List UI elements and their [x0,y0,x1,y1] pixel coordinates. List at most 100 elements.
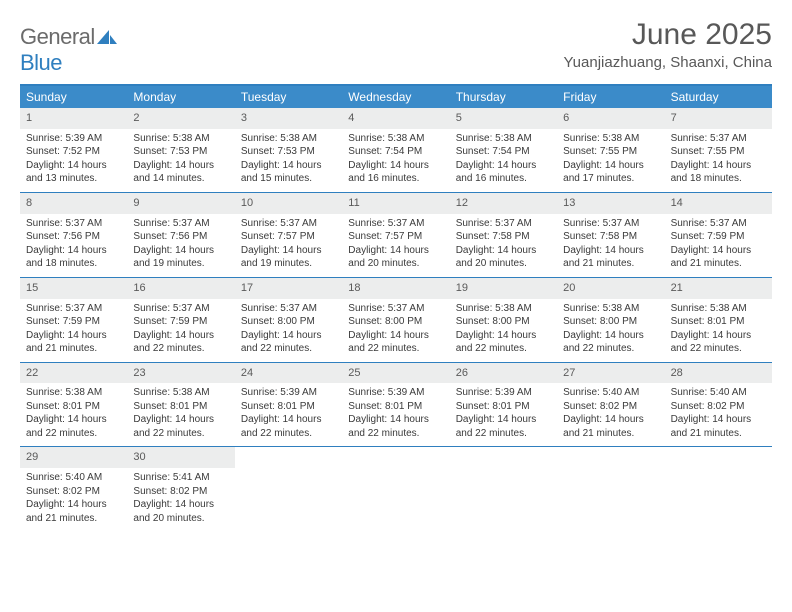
sunrise-text: Sunrise: 5:37 AM [241,217,336,231]
calendar-week-row: 15Sunrise: 5:37 AMSunset: 7:59 PMDayligh… [20,278,772,363]
daylight-text: Daylight: 14 hours and 22 minutes. [133,329,228,356]
day-number: 14 [665,193,772,214]
sunset-text: Sunset: 8:01 PM [241,400,336,414]
sunset-text: Sunset: 8:00 PM [348,315,443,329]
sunset-text: Sunset: 8:02 PM [26,485,121,499]
weekday-heading: Tuesday [235,86,342,108]
sunset-text: Sunset: 8:01 PM [133,400,228,414]
calendar-day-cell [235,447,342,531]
sunset-text: Sunset: 8:00 PM [456,315,551,329]
weekday-heading: Sunday [20,86,127,108]
calendar-day-cell: 16Sunrise: 5:37 AMSunset: 7:59 PMDayligh… [127,278,234,362]
calendar-day-cell: 2Sunrise: 5:38 AMSunset: 7:53 PMDaylight… [127,108,234,192]
day-number: 13 [557,193,664,214]
sunset-text: Sunset: 7:52 PM [26,145,121,159]
sunset-text: Sunset: 7:55 PM [563,145,658,159]
sunrise-text: Sunrise: 5:38 AM [133,386,228,400]
daylight-text: Daylight: 14 hours and 22 minutes. [671,329,766,356]
day-body: Sunrise: 5:37 AMSunset: 7:58 PMDaylight:… [450,217,557,271]
day-body: Sunrise: 5:39 AMSunset: 8:01 PMDaylight:… [450,386,557,440]
day-body: Sunrise: 5:37 AMSunset: 7:57 PMDaylight:… [235,217,342,271]
daylight-text: Daylight: 14 hours and 22 minutes. [456,329,551,356]
day-number: 8 [20,193,127,214]
day-number [450,447,557,468]
day-body: Sunrise: 5:40 AMSunset: 8:02 PMDaylight:… [665,386,772,440]
calendar-day-cell: 1Sunrise: 5:39 AMSunset: 7:52 PMDaylight… [20,108,127,192]
day-body: Sunrise: 5:40 AMSunset: 8:02 PMDaylight:… [20,471,127,525]
daylight-text: Daylight: 14 hours and 21 minutes. [671,413,766,440]
sunset-text: Sunset: 8:01 PM [671,315,766,329]
sunset-text: Sunset: 7:59 PM [26,315,121,329]
day-body: Sunrise: 5:38 AMSunset: 8:00 PMDaylight:… [557,302,664,356]
calendar-day-cell: 3 Sunrise: 5:38 AMSunset: 7:53 PMDaylight… [235,108,342,192]
title-block: June 2025 Yuanjiazhuang, Shaanxi, China [564,18,773,71]
sunset-text: Sunset: 7:54 PM [456,145,551,159]
day-body: Sunrise: 5:37 AMSunset: 7:56 PMDaylight:… [127,217,234,271]
daylight-text: Daylight: 14 hours and 21 minutes. [26,498,121,525]
sunset-text: Sunset: 7:53 PM [133,145,228,159]
calendar-day-cell: 23Sunrise: 5:38 AMSunset: 8:01 PMDayligh… [127,363,234,447]
daylight-text: Daylight: 14 hours and 22 minutes. [26,413,121,440]
brand-text: General Blue [20,24,117,76]
sunrise-text: Sunrise: 5:38 AM [26,386,121,400]
daylight-text: Daylight: 14 hours and 22 minutes. [348,329,443,356]
page-title: June 2025 [564,18,773,52]
sunset-text: Sunset: 8:00 PM [241,315,336,329]
sunset-text: Sunset: 8:01 PM [456,400,551,414]
weekday-heading: Thursday [450,86,557,108]
day-number: 21 [665,278,772,299]
daylight-text: Daylight: 14 hours and 18 minutes. [26,244,121,271]
sunset-text: Sunset: 7:56 PM [26,230,121,244]
calendar-day-cell: 20 Sunrise: 5:38 AMSunset: 8:00 PMDayligh… [557,278,664,362]
daylight-text: Daylight: 14 hours and 13 minutes. [26,159,121,186]
day-body: Sunrise: 5:38 AMSunset: 8:01 PMDaylight:… [127,386,234,440]
daylight-text: Daylight: 14 hours and 22 minutes. [241,413,336,440]
calendar-day-cell: 22Sunrise: 5:38 AMSunset: 8:01 PMDayligh… [20,363,127,447]
page-header: General Blue June 2025 Yuanjiazhuang, Sh… [20,18,772,76]
sunset-text: Sunset: 8:02 PM [133,485,228,499]
weekday-heading: Friday [557,86,664,108]
day-number [665,447,772,468]
day-number: 4 [342,108,449,129]
day-number: 24 [235,363,342,384]
daylight-text: Daylight: 14 hours and 22 minutes. [241,329,336,356]
calendar-day-cell: 24Sunrise: 5:39 AMSunset: 8:01 PMDayligh… [235,363,342,447]
day-number: 9 [127,193,234,214]
daylight-text: Daylight: 14 hours and 15 minutes. [241,159,336,186]
sunset-text: Sunset: 7:56 PM [133,230,228,244]
sunrise-text: Sunrise: 5:38 AM [348,132,443,146]
day-body: Sunrise: 5:38 AMSunset: 7:53 PMDaylight:… [235,132,342,186]
day-body: Sunrise: 5:38 AMSunset: 8:01 PMDaylight:… [20,386,127,440]
day-number [235,447,342,468]
sunrise-text: Sunrise: 5:37 AM [26,217,121,231]
sunrise-text: Sunrise: 5:37 AM [241,302,336,316]
sunrise-text: Sunrise: 5:38 AM [563,132,658,146]
day-number [342,447,449,468]
calendar-day-cell: 21Sunrise: 5:38 AMSunset: 8:01 PMDayligh… [665,278,772,362]
sunset-text: Sunset: 8:02 PM [671,400,766,414]
day-body: Sunrise: 5:38 AMSunset: 7:53 PMDaylight:… [127,132,234,186]
daylight-text: Daylight: 14 hours and 19 minutes. [133,244,228,271]
day-body: Sunrise: 5:37 AMSunset: 7:59 PMDaylight:… [665,217,772,271]
calendar-day-cell: 19Sunrise: 5:38 AMSunset: 8:00 PMDayligh… [450,278,557,362]
calendar-day-cell [450,447,557,531]
day-body: Sunrise: 5:38 AMSunset: 7:55 PMDaylight:… [557,132,664,186]
day-number: 12 [450,193,557,214]
sunrise-text: Sunrise: 5:37 AM [348,302,443,316]
calendar-day-cell: 7Sunrise: 5:37 AMSunset: 7:55 PMDaylight… [665,108,772,192]
day-body: Sunrise: 5:38 AMSunset: 7:54 PMDaylight:… [450,132,557,186]
day-body: Sunrise: 5:37 AMSunset: 7:56 PMDaylight:… [20,217,127,271]
weekday-heading: Saturday [665,86,772,108]
sunset-text: Sunset: 8:00 PM [563,315,658,329]
day-number: 20 [557,278,664,299]
brand-part2: Blue [20,50,62,75]
sunrise-text: Sunrise: 5:40 AM [26,471,121,485]
calendar-day-cell: 30Sunrise: 5:41 AMSunset: 8:02 PMDayligh… [127,447,234,531]
sunrise-text: Sunrise: 5:37 AM [456,217,551,231]
sunrise-text: Sunrise: 5:39 AM [348,386,443,400]
calendar-day-cell: 12 Sunrise: 5:37 AMSunset: 7:58 PMDayligh… [450,193,557,277]
day-number: 3 [235,108,342,129]
sunset-text: Sunset: 8:01 PM [26,400,121,414]
day-body: Sunrise: 5:37 AMSunset: 7:59 PMDaylight:… [127,302,234,356]
sunrise-text: Sunrise: 5:37 AM [133,302,228,316]
